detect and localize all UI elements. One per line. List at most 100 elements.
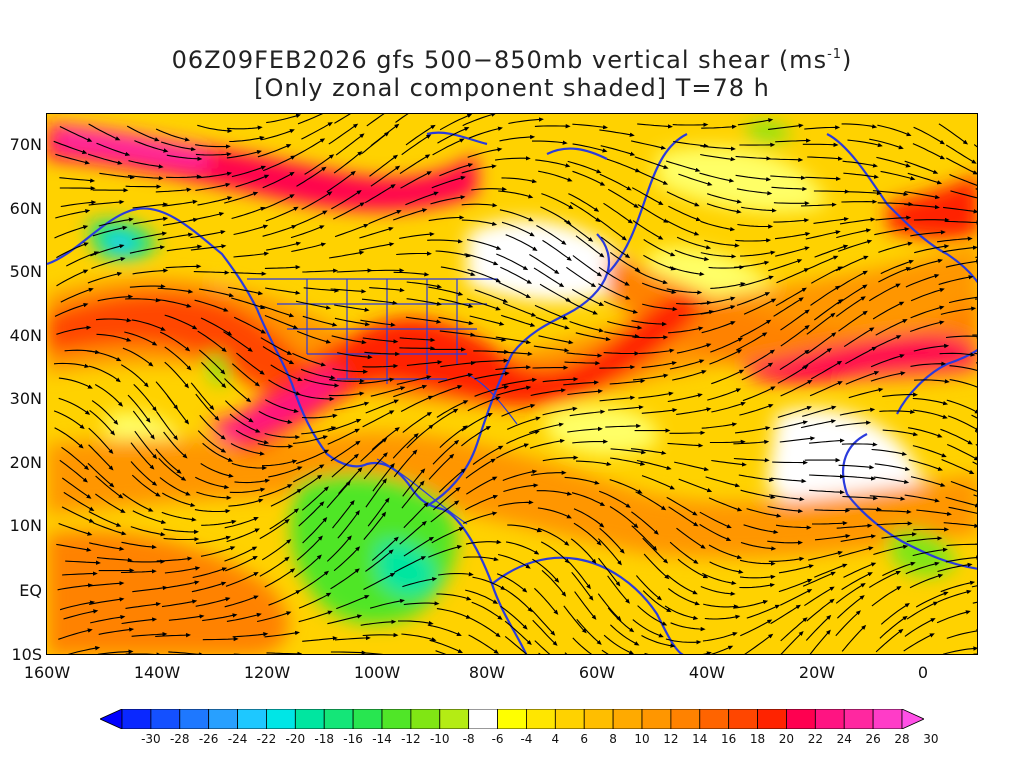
streamline [428,215,465,222]
colorbar-label: 18 [749,732,766,746]
streamline [334,635,371,641]
streamline [529,438,565,449]
streamline [840,534,877,542]
streamline [333,151,363,174]
streamline [643,553,670,580]
lat-label: 10S [11,645,42,664]
streamline [97,649,134,654]
streamline [641,408,678,414]
streamline [800,419,837,429]
streamline [155,128,190,142]
streamline [163,537,200,542]
streamline [400,171,432,189]
streamline [814,533,851,541]
streamline [398,620,434,626]
streamline [845,346,877,365]
streamline [703,603,739,609]
streamline [541,569,567,597]
streamline [200,463,234,478]
streamline [55,153,90,165]
streamline [770,604,801,625]
streamline [810,285,841,306]
streamline [162,199,198,207]
streamline [904,618,936,637]
streamline [667,588,700,606]
streamline [542,377,579,383]
streamline [700,153,736,162]
streamline [302,268,339,273]
streamline [263,155,296,172]
streamline [461,202,498,208]
streamline [607,575,630,604]
streamline [631,525,658,551]
streamline [125,297,161,303]
streamline [572,637,593,654]
streamline [258,410,293,425]
streamline [159,477,191,496]
streamline [128,160,164,169]
streamline [92,522,127,536]
streamline [296,535,323,561]
streamline [598,490,631,508]
streamline [195,144,231,149]
streamline [501,314,536,327]
streamline [363,452,388,480]
streamline [806,312,836,335]
streamline [882,561,916,577]
streamline [641,282,677,295]
streamline [337,510,360,539]
colorbar-label: -22 [256,732,277,746]
streamline [120,364,149,388]
streamline [200,317,233,336]
streamline [843,562,877,578]
streamline [603,634,635,654]
streamline [641,475,675,490]
streamline [98,627,135,635]
streamline [742,386,776,402]
streamline [435,250,471,258]
streamline [768,259,803,272]
streamline [780,630,804,654]
streamline [814,244,849,258]
streamline [440,360,476,368]
streamline [502,302,537,317]
streamline [362,410,395,428]
streamline [465,539,502,545]
streamline [912,409,948,419]
streamline [326,170,356,193]
streamline [609,479,643,494]
lon-label: 100W [353,663,401,682]
streamline [976,288,977,290]
streamline [704,239,740,248]
streamline [778,578,813,593]
streamline [99,172,135,180]
streamline [774,231,811,240]
streamline [396,251,432,256]
streamline [503,483,539,493]
streamline [572,143,608,153]
streamline [942,245,977,253]
streamline [538,527,570,546]
streamline [201,362,227,389]
streamline [334,304,370,312]
streamline [401,134,432,156]
streamline [701,124,737,129]
streamline [87,350,122,362]
streamline [224,517,259,529]
streamline [438,468,466,493]
streamline [674,461,710,472]
streamline [707,388,742,401]
streamline [838,310,868,332]
streamline [841,572,873,591]
streamline [264,432,301,440]
streamline [88,581,125,587]
streamline [735,155,772,161]
streamline [197,330,227,353]
streamline [802,142,839,147]
streamline [530,609,556,636]
streamline [298,592,332,609]
streamline [739,275,774,287]
streamline [678,173,713,186]
streamline [642,537,669,564]
streamline [192,567,228,579]
